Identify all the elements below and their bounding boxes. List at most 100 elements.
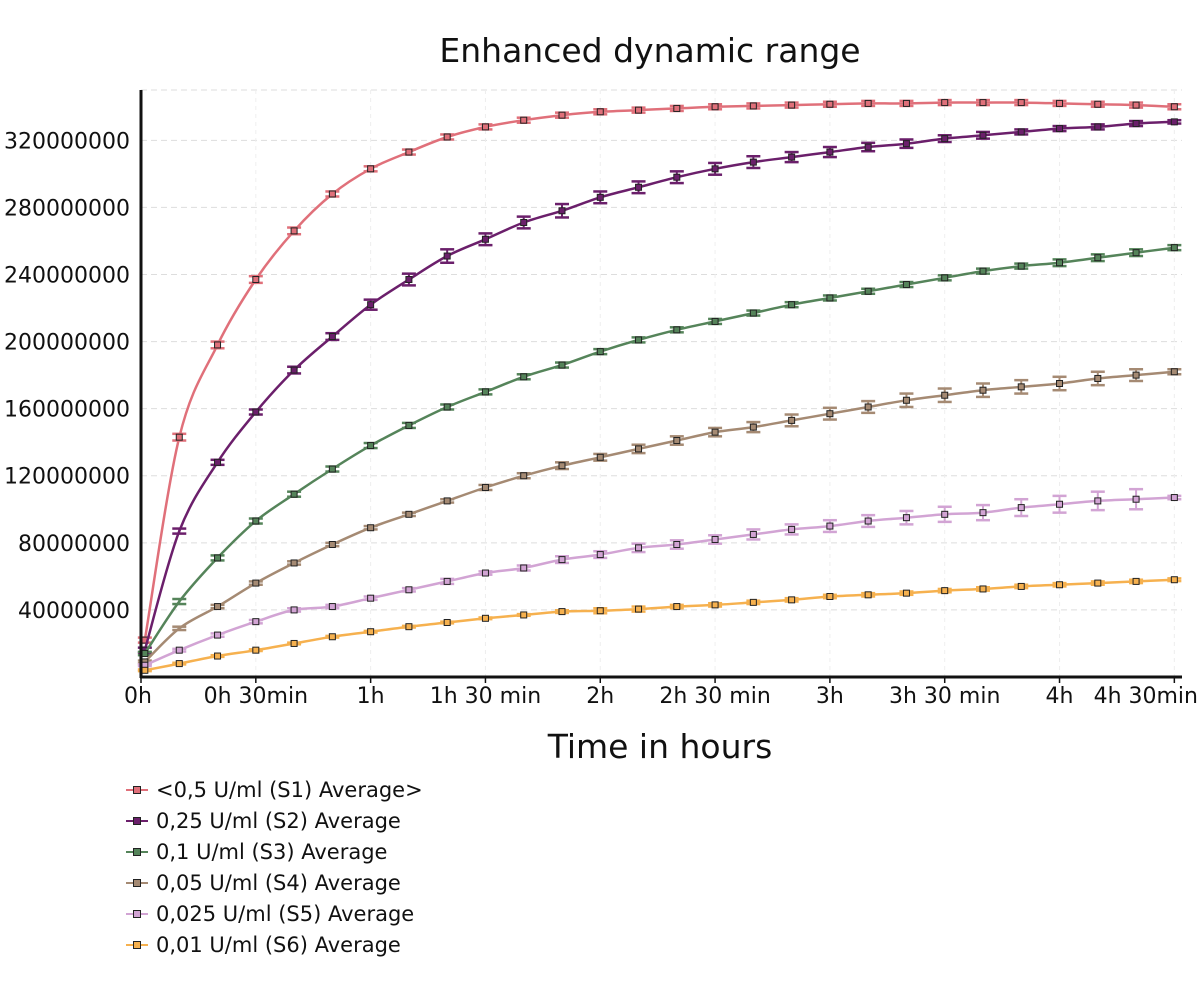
data-point [520, 218, 528, 226]
data-point [367, 628, 375, 636]
data-point [788, 596, 796, 604]
data-point [826, 294, 834, 302]
data-point [902, 99, 910, 107]
data-point [328, 465, 336, 473]
data-point [290, 227, 298, 235]
data-point [902, 140, 910, 148]
data-point [1132, 120, 1140, 128]
legend-label: 0,1 U/ml (S3) Average [156, 839, 388, 864]
legend-item: 0,25 U/ml (S2) Average [126, 805, 423, 836]
data-point [635, 336, 643, 344]
data-point [788, 416, 796, 424]
legend-swatch [126, 938, 148, 952]
data-point [979, 386, 987, 394]
data-point [558, 608, 566, 616]
data-point [1017, 582, 1025, 590]
data-point [673, 437, 681, 445]
data-point [1056, 99, 1064, 107]
data-point [290, 639, 298, 647]
data-point [979, 585, 987, 593]
data-point [711, 428, 719, 436]
data-point [175, 646, 183, 654]
data-point [558, 556, 566, 564]
x-tick-label: 3h [816, 684, 844, 709]
data-point [979, 509, 987, 517]
data-point [1017, 262, 1025, 270]
series-6 [137, 576, 1182, 674]
x-tick-label: 2h 30 min [659, 684, 770, 709]
legend-item: 0,025 U/ml (S5) Average [126, 898, 423, 929]
data-point [252, 517, 260, 525]
series-4 [137, 367, 1182, 666]
legend-item: <0,5 U/ml (S1) Average> [126, 774, 423, 805]
data-point [711, 165, 719, 173]
data-point [520, 373, 528, 381]
y-tick-label: 200000000 [4, 331, 130, 356]
legend-swatch [126, 814, 148, 828]
legend-label: 0,025 U/ml (S5) Average [156, 901, 415, 926]
data-point [749, 423, 757, 431]
y-tick-label: 240000000 [4, 263, 130, 288]
data-point [520, 472, 528, 480]
data-point [214, 652, 222, 660]
series-line [144, 496, 1175, 667]
data-point [902, 589, 910, 597]
data-point [175, 433, 183, 441]
data-point [558, 207, 566, 215]
data-point [141, 650, 149, 658]
data-point [673, 541, 681, 549]
data-point [749, 102, 757, 110]
data-point [979, 267, 987, 275]
data-point [1170, 494, 1178, 502]
x-tick-label: 4h [1046, 684, 1074, 709]
data-point [941, 274, 949, 282]
legend-item: 0,01 U/ml (S6) Average [126, 929, 423, 960]
data-point [1017, 99, 1025, 107]
data-point [788, 153, 796, 161]
x-tick-label: 4h 30min [1094, 684, 1198, 709]
data-point [1017, 383, 1025, 391]
data-point [443, 133, 451, 141]
data-point [1132, 101, 1140, 109]
x-tick-label: 1h 30 min [430, 684, 541, 709]
data-point [711, 601, 719, 609]
data-point [214, 554, 222, 562]
y-tick-label: 160000000 [4, 398, 130, 423]
x-tick-label: 2h [586, 684, 614, 709]
x-axis-ticks: 0h 0h 30min 1h 1h 30 min 2h 2h 30 min 3h 3h 30 … [124, 677, 1198, 709]
data-point [749, 158, 757, 166]
data-point [902, 396, 910, 404]
data-point [367, 442, 375, 450]
data-point [1056, 259, 1064, 267]
chart-title: Enhanced dynamic range [439, 31, 860, 70]
series-line [143, 246, 1175, 655]
data-point [481, 569, 489, 577]
data-point [864, 287, 872, 295]
data-point [405, 510, 413, 518]
data-point [252, 579, 260, 587]
data-point [826, 100, 834, 108]
data-point [596, 108, 604, 116]
data-point [711, 317, 719, 325]
data-point [596, 193, 604, 201]
y-tick-label: 280000000 [4, 196, 130, 221]
data-point [214, 631, 222, 639]
series-5 [137, 487, 1182, 669]
legend-swatch [126, 907, 148, 921]
data-point [864, 591, 872, 599]
data-point [902, 514, 910, 522]
data-point [290, 490, 298, 498]
data-point [826, 522, 834, 530]
y-tick-label: 120000000 [4, 465, 130, 490]
legend-label: 0,05 U/ml (S4) Average [156, 870, 401, 895]
data-point [443, 618, 451, 626]
data-point [328, 190, 336, 198]
data-point [749, 530, 757, 538]
data-point [864, 99, 872, 107]
data-point [1132, 495, 1140, 503]
data-point [328, 333, 336, 341]
data-point [941, 510, 949, 518]
data-point [328, 633, 336, 641]
data-point [367, 594, 375, 602]
